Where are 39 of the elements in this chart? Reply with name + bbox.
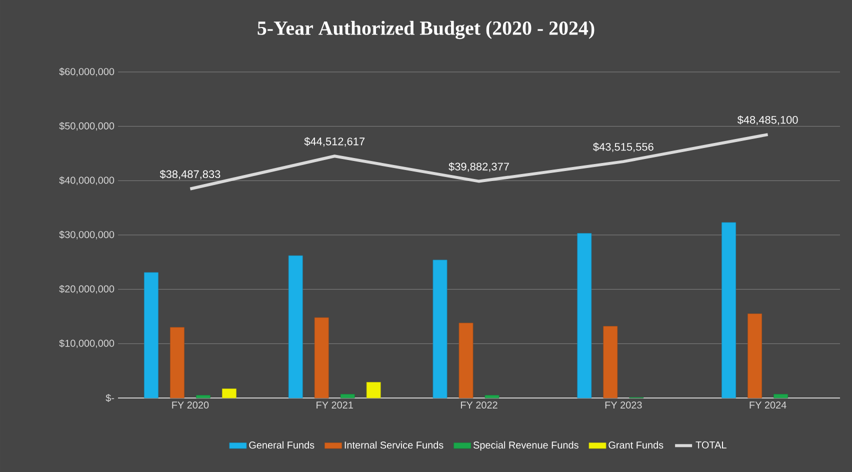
data-label: $43,515,556 [593,142,654,152]
bar [432,260,448,398]
bar [484,395,500,398]
chart-title: 5-Year Authorized Budget (2020 - 2024) [258,20,594,40]
bar [196,395,210,398]
data-label: $44,512,617 [304,137,365,147]
bar [222,388,236,398]
legend-label: TOTAL [696,441,726,448]
data-label: $39,882,377 [448,162,509,172]
bar [144,272,158,398]
x-tick-label: FY 2022 [460,402,498,409]
bar [603,326,618,398]
data-label: $48,485,100 [737,116,798,126]
bar [288,255,303,398]
x-tick-label: FY 2021 [316,402,353,409]
bar [748,314,762,398]
x-tick-label: FY 2020 [172,402,209,409]
bar [722,222,736,398]
legend-label: Internal Service Funds [344,441,444,449]
y-tick-label: $60,000,000 [59,68,114,76]
legend-label: General Funds [249,441,314,449]
bar [774,394,788,398]
y-tick-label: $20,000,000 [59,284,114,294]
y-tick-label: $50,000,000 [59,122,114,131]
bar [170,327,184,398]
bar [458,322,474,398]
legend-label: Special Revenue Funds [473,441,578,451]
bar [340,394,355,398]
bar [577,233,592,398]
x-tick-label: FY 2023 [605,402,642,409]
legend-label: Grant Funds [608,441,664,449]
bar [314,317,329,398]
data-label: $38,487,833 [160,170,220,180]
bar [366,382,381,398]
y-tick-label: $40,000,000 [59,176,114,185]
x-tick-label: FY 2024 [750,402,786,409]
y-tick-label: $10,000,000 [59,339,114,348]
y-tick-label: $30,000,000 [59,230,114,240]
y-tick-label: $- [106,394,114,402]
